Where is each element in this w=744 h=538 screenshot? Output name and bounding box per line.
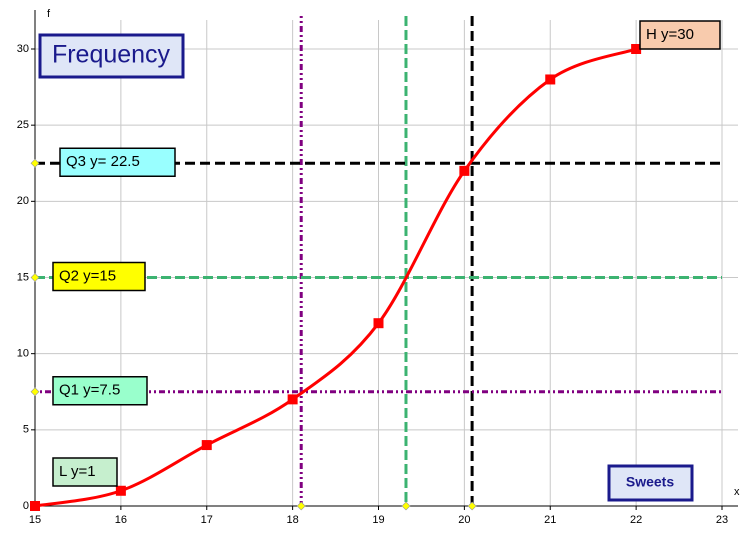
point: [373, 318, 384, 329]
x-tick-label: 22: [630, 514, 642, 526]
y-tick-label: 5: [23, 424, 29, 436]
x-tick-label: 17: [201, 514, 213, 526]
y-tick-label: 25: [17, 119, 29, 131]
reference-lines: [30, 16, 722, 511]
point: [545, 74, 556, 85]
x-tick-label: 15: [29, 514, 41, 526]
line-label: Q1 y=7.5: [59, 382, 120, 399]
line: [34, 47, 637, 508]
x-tick-label: 19: [372, 514, 384, 526]
chart-title: Frequency: [52, 41, 171, 69]
y-tick-label: 20: [17, 195, 29, 207]
line-label: Q2 y=15: [59, 267, 116, 284]
title-box: [38, 33, 185, 79]
point: [30, 501, 40, 511]
x-axis-label: Sweets: [626, 474, 674, 490]
point: [115, 485, 126, 496]
marker-diamond: [30, 387, 40, 397]
x-tick-label: 18: [287, 514, 299, 526]
label-box: [52, 261, 146, 292]
annotations: Q1 y=7.5 Q2 y=15 Q3 y= 22.5 L y=1 H y=30 Freq…: [38, 20, 721, 502]
x-label-box: [607, 464, 694, 502]
marker-diamond: [30, 273, 40, 282]
label-box: [639, 20, 721, 50]
label-box: [59, 147, 176, 177]
x-axis-symbol: x: [734, 486, 740, 498]
point-label: L y=1: [59, 463, 96, 480]
marker-diamond: [30, 158, 40, 168]
label-box: [52, 376, 148, 406]
y-axis-symbol: f: [47, 8, 51, 20]
point: [201, 440, 212, 451]
x-tick-label: 20: [458, 514, 470, 526]
point: [459, 165, 470, 176]
y-tick-label: 10: [17, 348, 29, 360]
point-label: H y=30: [646, 26, 694, 43]
x-tick-label: 16: [115, 514, 127, 526]
y-tick-label: 15: [17, 271, 29, 283]
y-tick-label: 0: [23, 500, 29, 512]
point: [287, 394, 298, 405]
label-box: [52, 457, 118, 487]
marker-diamond: [401, 501, 411, 511]
x-tick-label: 23: [716, 514, 728, 526]
x-tick-label: 21: [544, 514, 556, 526]
point: [631, 44, 642, 54]
line-label: Q3 y= 22.5: [66, 153, 140, 170]
y-tick-label: 30: [17, 43, 29, 55]
plot: [30, 44, 642, 511]
marker-diamond: [467, 501, 477, 511]
marker-diamond: [296, 501, 306, 511]
